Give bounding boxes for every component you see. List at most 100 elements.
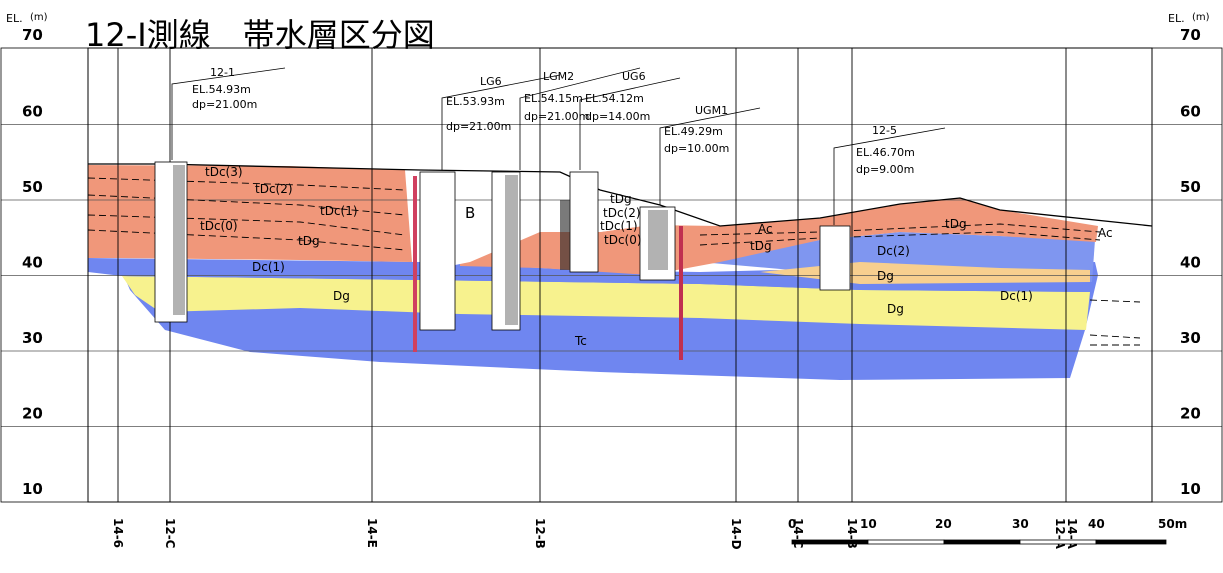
axis-label: EL. [1168,12,1185,25]
layer-label: Dg [333,289,350,303]
borehole-name: LGM2 [543,70,574,83]
borehole-log [560,200,570,270]
borehole-column [819,225,851,291]
y-tick-label: 70 [1180,26,1201,44]
borehole-name: LG6 [480,75,502,88]
layer-label: tDc(1) [320,204,358,218]
y-tick-label: 30 [1180,329,1201,347]
borehole-column [639,206,676,281]
y-tick-label: 60 [22,103,43,121]
y-tick-label: 70 [22,26,43,44]
borehole-depth: dp=21.00m [192,98,257,111]
layer-label: B [465,204,475,222]
layer-label: tDc(2) [603,206,641,220]
scale-bar [791,539,869,545]
scale-label: 0 [788,517,796,531]
borehole-log [173,165,185,315]
y-tick-label: 40 [22,254,43,272]
y-tick-label: 50 [1180,178,1201,196]
borehole-elevation: EL.54.93m [192,83,251,96]
section-label: 12-B [533,518,547,549]
layer-tdg-right [720,198,1098,262]
y-tick-label: 10 [22,480,43,498]
y-tick-label: 10 [1180,480,1201,498]
layer-label: Dg [887,302,904,316]
leader [171,67,286,160]
borehole-depth: dp=21.00m [524,110,589,123]
screen-pipe [413,176,417,352]
borehole-name: UGM1 [695,104,728,117]
layer-label: tDg [750,239,772,253]
scale-label: 50m [1158,517,1187,531]
scale-bar [1095,539,1167,545]
axis-label: EL. [6,12,23,25]
layer-label: Ac [758,222,773,236]
layer-label: tDc(1) [600,219,638,233]
boundary [1089,334,1141,339]
boundary [699,223,1101,236]
layer-label: Dg [877,269,894,283]
leader [659,107,761,205]
scale-bar [1019,539,1097,545]
borehole-depth: dp=9.00m [856,163,914,176]
borehole-column [569,171,599,273]
leader [579,77,681,170]
section-label: 14-D [729,518,743,550]
y-tick-label: 50 [22,178,43,196]
borehole-name: 12-1 [210,66,235,79]
section-label: 12-A [1053,518,1067,550]
title: 12-Ⅰ測線 帯水層区分図 [85,16,435,54]
borehole-name: 12-5 [872,124,897,137]
scale-label: 10 [860,517,877,531]
layer-label: tDg [298,234,320,248]
borehole-elevation: EL.54.15m [524,92,583,105]
y-tick-label: 40 [1180,254,1201,272]
leader [833,127,946,225]
layer-label: Dc(2) [877,244,910,258]
borehole-column [154,161,188,323]
leader [441,74,561,170]
boundary [699,231,1101,246]
scale-bar [943,539,1021,545]
layer-label: Dc(1) [1000,289,1033,303]
outer-frame [0,47,1223,503]
layer-label: tDg [610,192,632,206]
layer-label: tDc(3) [205,165,243,179]
layer-label: tDg [945,217,967,231]
layer-label: Tc [574,334,587,348]
borehole-log [505,175,518,325]
borehole-column [419,171,456,331]
borehole-column [491,171,521,331]
leader [519,67,641,170]
y-tick-label: 30 [22,329,43,347]
borehole-elevation: EL.54.12m [585,92,644,105]
borehole-elevation: EL.53.93m [446,95,505,108]
borehole-elevation: EL.46.70m [856,146,915,159]
layer-dg [122,276,1090,330]
section-label: 12-C [163,518,177,549]
borehole-elevation: EL.49.29m [664,125,723,138]
boundary [1089,299,1141,303]
section-label: 14-A [1065,518,1079,550]
scale-label: 40 [1088,517,1105,531]
layer-label: tDc(2) [255,182,293,196]
borehole-depth: dp=14.00m [585,110,650,123]
layer-label: Ac [1098,226,1113,240]
scale-label: 30 [1012,517,1029,531]
borehole-depth: dp=10.00m [664,142,729,155]
borehole-depth: dp=21.00m [446,120,511,133]
scale-label: 20 [935,517,952,531]
scale-bar [867,539,945,545]
section-label: 14-6 [111,518,125,548]
y-tick-label: 60 [1180,103,1201,121]
borehole-name: UG6 [622,70,646,83]
ground-surface [88,163,1153,227]
y-tick-label: 20 [22,405,43,423]
section-label: 14-E [365,518,379,548]
layer-label: tDc(0) [200,219,238,233]
layer-label: tDc(0) [604,233,642,247]
layer-label: Dc(1) [252,260,285,274]
y-tick-label: 20 [1180,405,1201,423]
borehole-log [648,210,668,270]
